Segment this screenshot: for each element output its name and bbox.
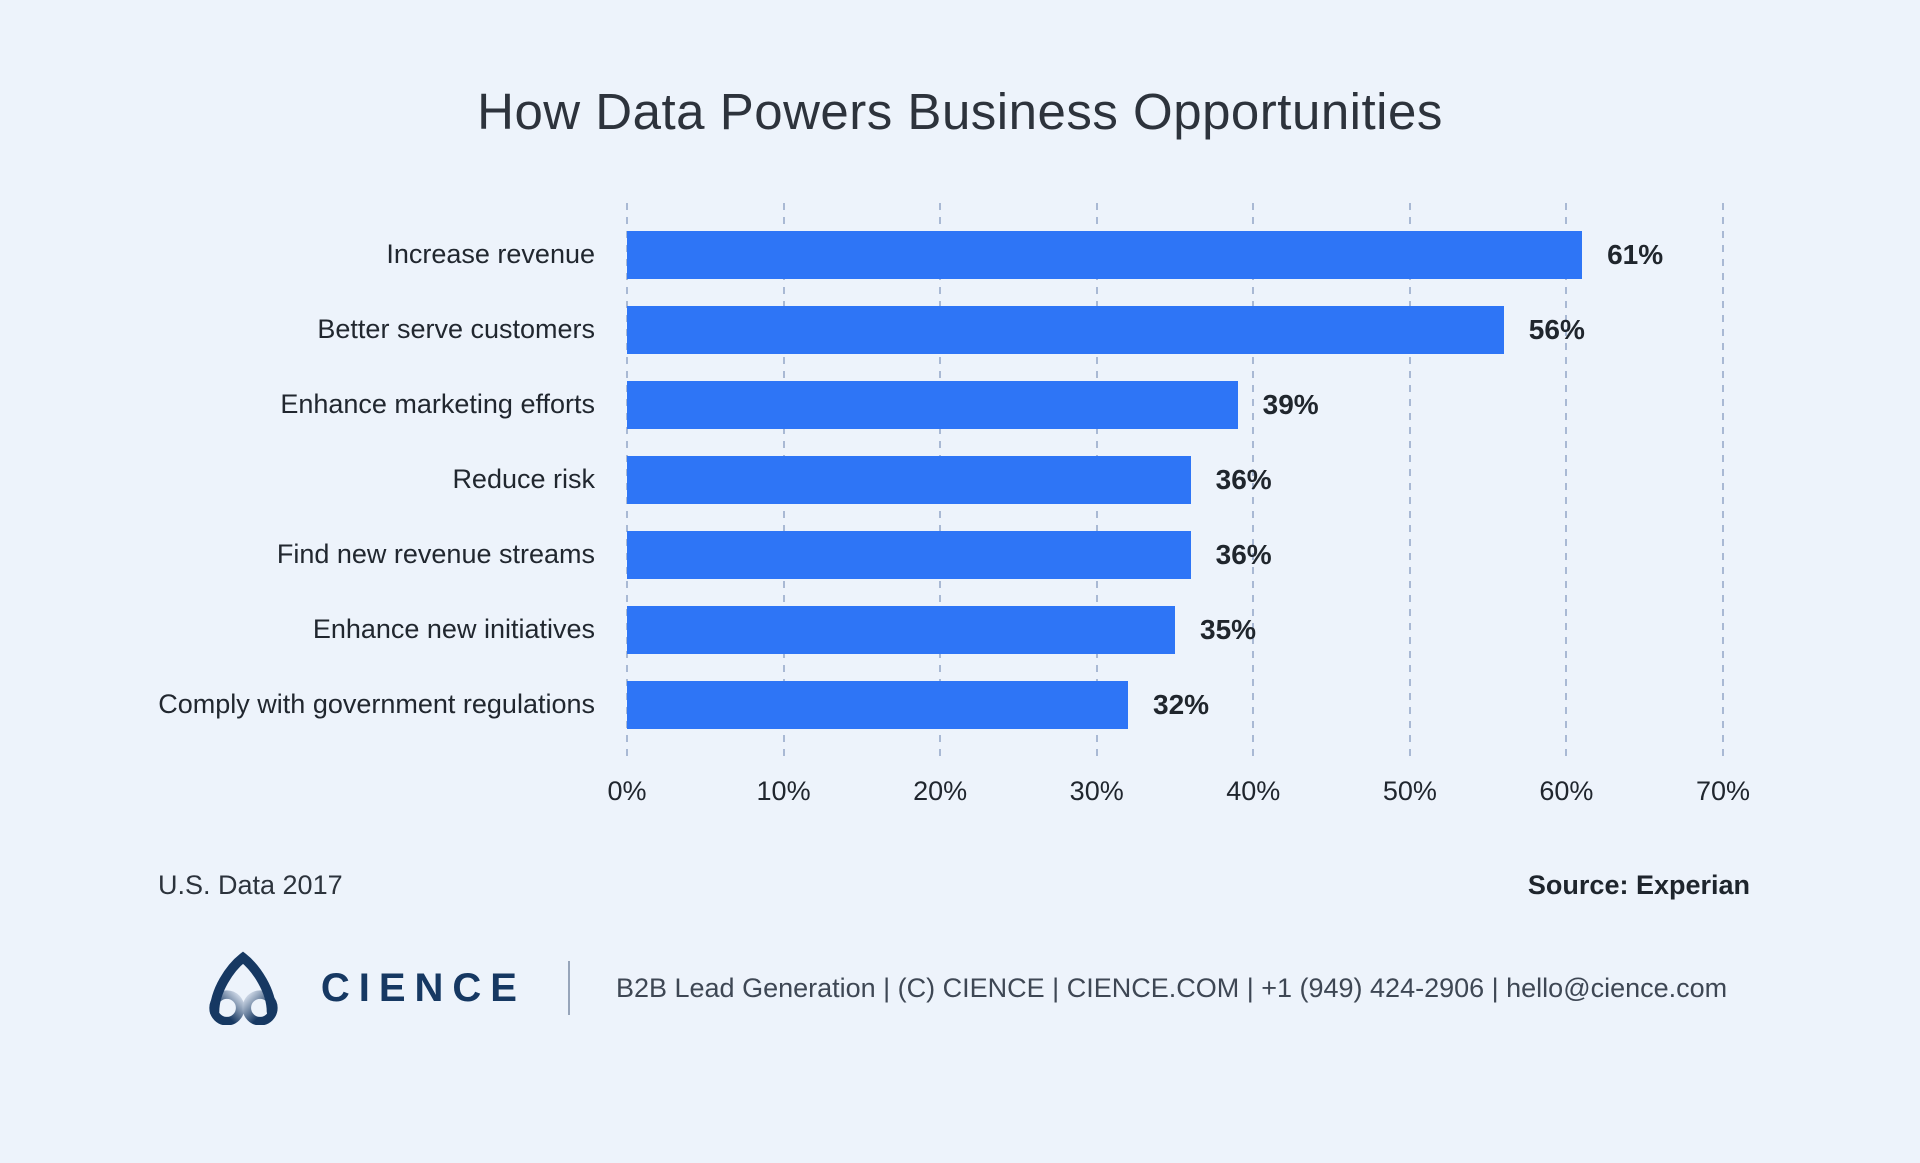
bar-row: Increase revenue 61% [158,217,1723,292]
bar-track: 32% [627,680,1723,729]
value-label: 39% [1262,388,1319,420]
data-year-note: U.S. Data 2017 [158,870,343,900]
bar-row: Enhance marketing efforts 39% [158,367,1723,442]
source-note: Source: Experian [1527,870,1750,900]
chart-notes: U.S. Data 2017 Source: Experian [158,870,1750,901]
footer-divider [567,961,570,1015]
value-label: 56% [1528,313,1585,345]
gridline-70% [1722,203,1724,756]
bar-track: 39% [627,380,1723,429]
bar [627,455,1191,504]
bar [627,680,1129,729]
gridline-40% [1252,203,1255,756]
bar-row: Better serve customers 56% [158,292,1723,367]
cience-logo-icon [209,951,278,1025]
value-label: 35% [1200,613,1257,645]
bar-chart: Increase revenue 61% Better serve customer… [158,203,1724,756]
value-label: 36% [1215,538,1272,570]
category-label: Reduce risk [452,464,595,494]
bar-track: 36% [627,530,1723,579]
chart-rows: Increase revenue 61% Better serve customer… [158,203,1723,742]
bar [627,605,1175,654]
gridline-50% [1408,203,1411,756]
bar-track: 56% [627,305,1723,354]
x-tick-label: 70% [1695,776,1751,806]
x-tick-label: 40% [1226,776,1281,806]
value-label: 61% [1607,238,1664,270]
category-label: Find new revenue streams [276,539,595,569]
x-tick-label: 60% [1539,776,1594,806]
x-tick-label: 50% [1382,776,1437,806]
x-tick-label: 30% [1069,776,1124,806]
bar-track: 36% [627,455,1723,504]
category-label: Enhance new initiatives [312,614,595,644]
bar [627,530,1191,579]
value-label: 32% [1153,688,1210,720]
bar [627,380,1238,429]
footer: CIENCE B2B Lead Generation | (C) CIENCE … [0,951,1920,1025]
category-label: Increase revenue [386,239,595,269]
bar-row: Reduce risk 36% [158,442,1723,517]
bar-track: 35% [627,605,1723,654]
x-tick-label: 0% [607,776,647,806]
page-title: How Data Powers Business Opportunities [477,83,1443,140]
bar [627,230,1583,279]
category-label: Comply with government regulations [158,689,595,719]
bar [627,305,1504,354]
value-label: 36% [1215,463,1272,495]
bar-track: 61% [627,230,1723,279]
x-tick-label: 20% [913,776,968,806]
x-axis: 0% 10% 20% 30% 40% 50% 60% 70% [607,776,1750,812]
bar-row: Find new revenue streams 36% [158,517,1723,592]
category-label: Better serve customers [317,314,595,344]
footer-contact-info: B2B Lead Generation | (C) CIENCE | CIENC… [615,972,1728,1003]
bar-row: Enhance new initiatives 35% [158,592,1723,667]
bar-row: Comply with government regulations 32% [158,667,1723,742]
gridline-60% [1565,203,1568,756]
x-tick-label: 10% [756,776,811,806]
category-label: Enhance marketing efforts [280,389,595,419]
cience-wordmark: CIENCE [320,965,526,1010]
